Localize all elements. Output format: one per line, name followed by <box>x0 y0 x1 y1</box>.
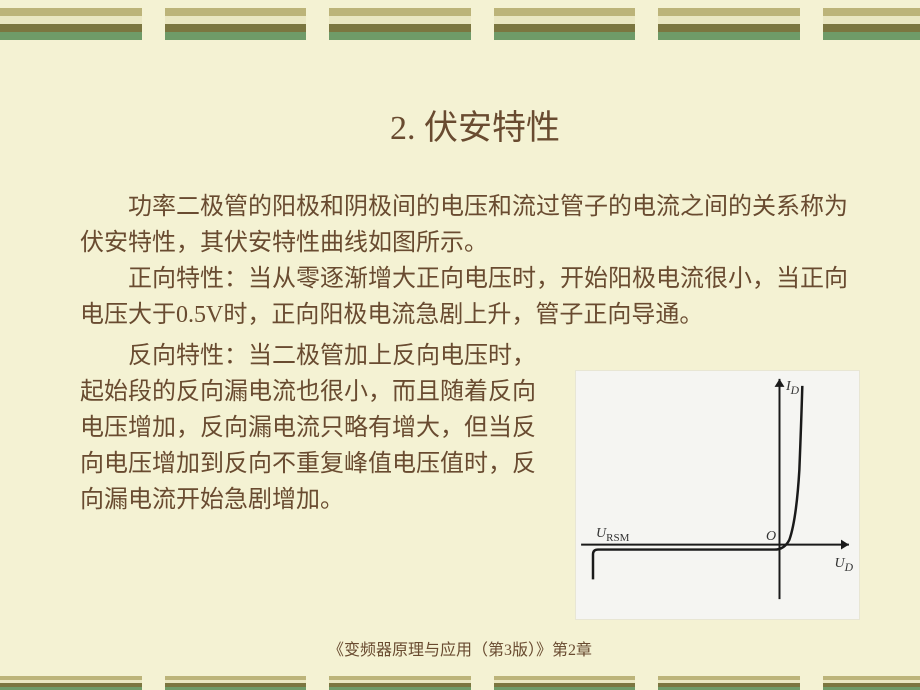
paragraph-1: 功率二极管的阳极和阴极间的电压和流过管子的电流之间的关系称为伏安特性，其伏安特性… <box>80 189 870 261</box>
bottom-decor-bar <box>0 676 920 690</box>
slide-footer: 《变频器原理与应用（第3版）》第2章 <box>0 636 920 660</box>
paragraph-3: 反向特性：当二极管加上反向电压时，起始段的反向漏电流也很小，而且随着反向电压增加… <box>80 338 540 518</box>
slide-content: 2. 伏安特性 功率二极管的阳极和阴极间的电压和流过管子的电流之间的关系称为伏安… <box>80 100 870 620</box>
origin-label: O <box>766 529 776 545</box>
iv-curve-figure: ID UD URSM O <box>575 370 860 620</box>
x-axis-label: UD <box>834 556 853 574</box>
y-axis-label: ID <box>786 379 799 397</box>
body-text: 功率二极管的阳极和阴极间的电压和流过管子的电流之间的关系称为伏安特性，其伏安特性… <box>80 189 870 333</box>
paragraph-3-wrap: 反向特性：当二极管加上反向电压时，起始段的反向漏电流也很小，而且随着反向电压增加… <box>80 338 540 620</box>
ursm-label: URSM <box>596 526 629 544</box>
iv-curve-svg <box>576 371 859 619</box>
paragraph-2: 正向特性：当从零逐渐增大正向电压时，开始阳极电流很小，当正向电压大于0.5V时，… <box>80 261 870 333</box>
slide-title: 2. 伏安特性 <box>80 100 870 149</box>
top-decor-bar <box>0 8 920 40</box>
